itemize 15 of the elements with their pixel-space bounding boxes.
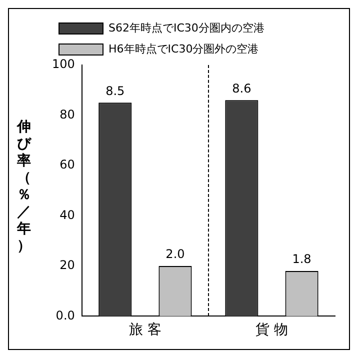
legend-label: H6年時点でIC30分圏外の空港 — [108, 42, 259, 56]
y-tick-label: 20 — [60, 258, 75, 272]
y-tick-label: 0.0 — [56, 308, 75, 322]
annotation: 1.8 — [292, 252, 312, 266]
x-tick-label: 貨 物 — [256, 322, 288, 338]
y-tick-label: 100 — [52, 57, 75, 72]
y-tick-label: 40 — [60, 208, 75, 222]
y-tick-label: 80 — [60, 107, 75, 122]
legend-label: S62年時点でIC30分圏内の空港 — [108, 21, 264, 34]
x-tick-label: 旅 客 — [128, 322, 162, 338]
annotation: 8.6 — [232, 81, 252, 96]
annotation: 8.5 — [106, 84, 125, 98]
annotation: 2.0 — [166, 247, 185, 262]
y-tick-label: 60 — [60, 158, 75, 172]
y-axis-title: 伸び率（％／年） — [16, 119, 32, 255]
